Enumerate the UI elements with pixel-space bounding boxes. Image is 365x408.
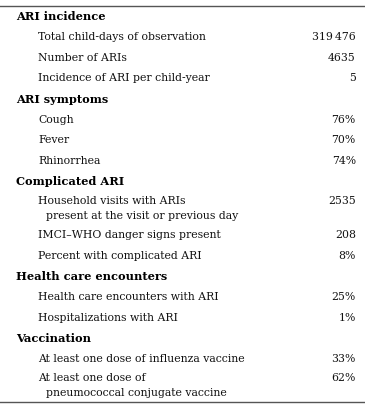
Text: ARI symptoms: ARI symptoms bbox=[16, 93, 109, 104]
Text: 76%: 76% bbox=[332, 115, 356, 125]
Text: IMCI–WHO danger signs present: IMCI–WHO danger signs present bbox=[38, 230, 221, 240]
Text: 70%: 70% bbox=[332, 135, 356, 145]
Text: 4635: 4635 bbox=[328, 53, 356, 63]
Text: Vaccination: Vaccination bbox=[16, 333, 91, 344]
Text: 62%: 62% bbox=[331, 373, 356, 384]
Text: 2535: 2535 bbox=[328, 196, 356, 206]
Text: 5: 5 bbox=[349, 73, 356, 84]
Text: 319 476: 319 476 bbox=[312, 32, 356, 42]
Text: 25%: 25% bbox=[332, 292, 356, 302]
Text: Total child-days of observation: Total child-days of observation bbox=[38, 32, 206, 42]
Text: ARI incidence: ARI incidence bbox=[16, 11, 106, 22]
Text: At least one dose of: At least one dose of bbox=[38, 373, 146, 384]
Text: Incidence of ARI per child-year: Incidence of ARI per child-year bbox=[38, 73, 210, 84]
Text: At least one dose of influenza vaccine: At least one dose of influenza vaccine bbox=[38, 354, 245, 364]
Text: present at the visit or previous day: present at the visit or previous day bbox=[46, 211, 238, 221]
Text: Percent with complicated ARI: Percent with complicated ARI bbox=[38, 251, 202, 261]
Text: Household visits with ARIs: Household visits with ARIs bbox=[38, 196, 186, 206]
Text: Complicated ARI: Complicated ARI bbox=[16, 176, 124, 187]
Text: 8%: 8% bbox=[338, 251, 356, 261]
Text: 208: 208 bbox=[335, 230, 356, 240]
Text: Health care encounters with ARI: Health care encounters with ARI bbox=[38, 292, 219, 302]
Text: Number of ARIs: Number of ARIs bbox=[38, 53, 127, 63]
Text: 74%: 74% bbox=[332, 156, 356, 166]
Text: Fever: Fever bbox=[38, 135, 69, 145]
Text: Cough: Cough bbox=[38, 115, 74, 125]
Text: 1%: 1% bbox=[338, 313, 356, 323]
Text: pneumococcal conjugate vaccine: pneumococcal conjugate vaccine bbox=[46, 388, 226, 398]
Text: 33%: 33% bbox=[331, 354, 356, 364]
Text: Rhinorrhea: Rhinorrhea bbox=[38, 156, 101, 166]
Text: Hospitalizations with ARI: Hospitalizations with ARI bbox=[38, 313, 178, 323]
Text: Health care encounters: Health care encounters bbox=[16, 271, 168, 282]
